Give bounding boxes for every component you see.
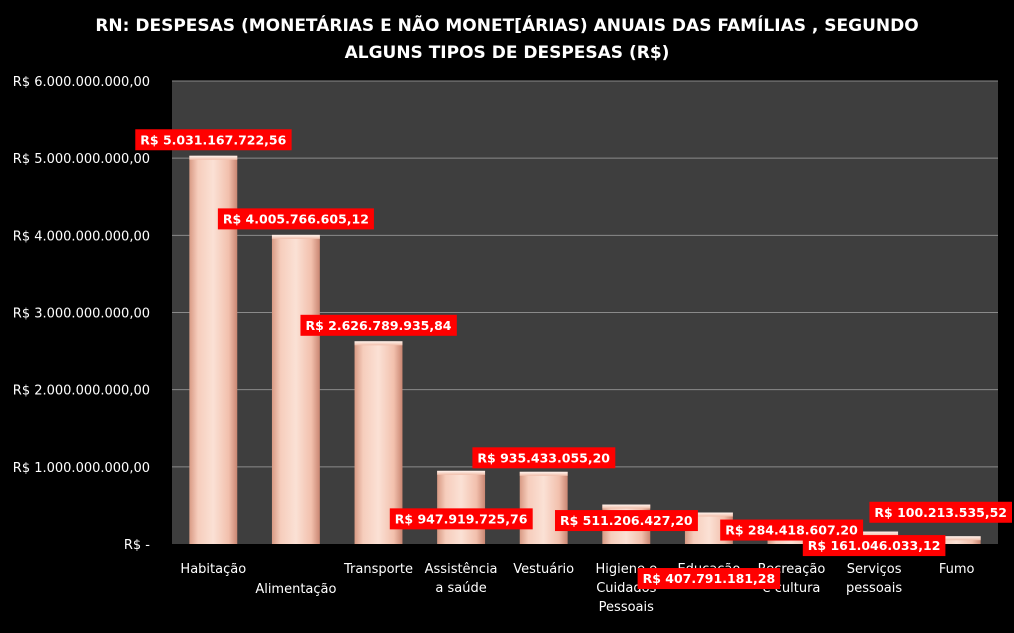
bar-body [519, 471, 568, 544]
bar [437, 470, 486, 544]
bar-cap [932, 536, 981, 541]
y-tick-label: R$ 1.000.000.000,00 [13, 461, 150, 476]
bar [519, 471, 568, 544]
data-labels: R$ 5.031.167.722,56 R$ 4.005.766.605,12 R$… [135, 129, 1012, 590]
y-tick-label: R$ - [124, 538, 150, 553]
bar-cap [602, 504, 651, 509]
bar-cap [684, 512, 733, 517]
data-label: R$ 511.206.427,20 [555, 510, 698, 532]
data-label-text: R$ 5.031.167.722,56 [140, 132, 286, 147]
x-tick-label: Transporte [343, 562, 413, 577]
bar [271, 234, 320, 544]
chart-title-line-1: RN: DESPESAS (MONETÁRIAS E NÃO MONET[ÁRI… [95, 13, 918, 36]
x-tick-label-line: Transporte [343, 562, 413, 577]
bar-cap [519, 471, 568, 476]
data-label: R$ 935.433.055,20 [472, 447, 616, 469]
bar-cap [354, 341, 403, 346]
x-tick-label: Alimentação [255, 582, 336, 597]
data-label-text: R$ 935.433.055,20 [477, 450, 610, 465]
bar-cap [437, 470, 486, 475]
bar [932, 536, 981, 544]
data-label-text: R$ 407.791.181,28 [643, 571, 776, 586]
data-label: R$ 100.213.535,52 [869, 501, 1012, 523]
data-label-text: R$ 947.919.725,76 [395, 511, 528, 526]
data-label-text: R$ 284.418.607,20 [725, 523, 858, 538]
data-label-box [802, 535, 946, 557]
data-label-box [135, 129, 292, 151]
y-tick-label: R$ 4.000.000.000,00 [13, 229, 150, 244]
x-tick-label: Fumo [939, 562, 975, 577]
data-label-box [300, 314, 457, 336]
x-tick-label-line: pessoais [846, 581, 902, 596]
data-label-box [389, 508, 533, 530]
data-label-box [637, 568, 781, 590]
bar-cap [271, 234, 320, 239]
y-tick-label: R$ 5.000.000.000,00 [13, 152, 150, 167]
data-label-text: R$ 100.213.535,52 [874, 505, 1007, 520]
bar-cap [850, 531, 899, 536]
y-axis-tick-labels: R$ - R$ 1.000.000.000,00 R$ 2.000.000.000,… [13, 75, 151, 553]
data-label-box [217, 208, 374, 230]
data-label-text: R$ 161.046.033,12 [808, 538, 941, 553]
x-tick-label: Vestuário [513, 562, 574, 577]
chart-title-line-2: ALGUNS TIPOS DE DESPESAS (R$) [345, 43, 670, 63]
x-tick-label-line: Vestuário [513, 562, 574, 577]
x-tick-label-line: Assistência [425, 562, 498, 577]
bar-body [271, 234, 320, 544]
x-tick-label: Assistência a saúde [425, 562, 498, 596]
x-tick-label-line: Serviços [847, 562, 902, 577]
data-label: R$ 4.005.766.605,12 [217, 208, 374, 230]
y-tick-label: R$ 2.000.000.000,00 [13, 384, 150, 399]
x-tick-label-line: Alimentação [255, 582, 336, 597]
data-label: R$ 2.626.789.935,84 [300, 314, 457, 336]
data-label-text: R$ 511.206.427,20 [560, 513, 693, 528]
y-tick-label: R$ 6.000.000.000,00 [13, 75, 150, 90]
y-tick-label: R$ 3.000.000.000,00 [13, 307, 150, 322]
x-tick-label-line: Pessoais [599, 600, 654, 615]
data-label: R$ 407.791.181,28 [637, 568, 781, 590]
data-label-box [869, 501, 1012, 523]
data-label: R$ 5.031.167.722,56 [135, 129, 292, 151]
data-label-text: R$ 4.005.766.605,12 [223, 211, 369, 226]
x-tick-label: Serviços pessoais [846, 562, 902, 596]
x-tick-label-line: Habitação [180, 562, 246, 577]
data-label: R$ 947.919.725,76 [389, 508, 533, 530]
data-label-text: R$ 2.626.789.935,84 [305, 318, 451, 333]
data-label-box [555, 510, 698, 532]
x-axis-tick-labels: Habitação Alimentação Transporte Assistênci… [180, 562, 974, 615]
x-tick-label: Habitação [180, 562, 246, 577]
x-tick-label-line: a saúde [435, 581, 486, 596]
data-label-box [472, 447, 616, 469]
bar-body [437, 470, 486, 544]
x-tick-label-line: Fumo [939, 562, 975, 577]
data-label: R$ 161.046.033,12 [802, 535, 946, 557]
bar-cap [189, 155, 238, 160]
